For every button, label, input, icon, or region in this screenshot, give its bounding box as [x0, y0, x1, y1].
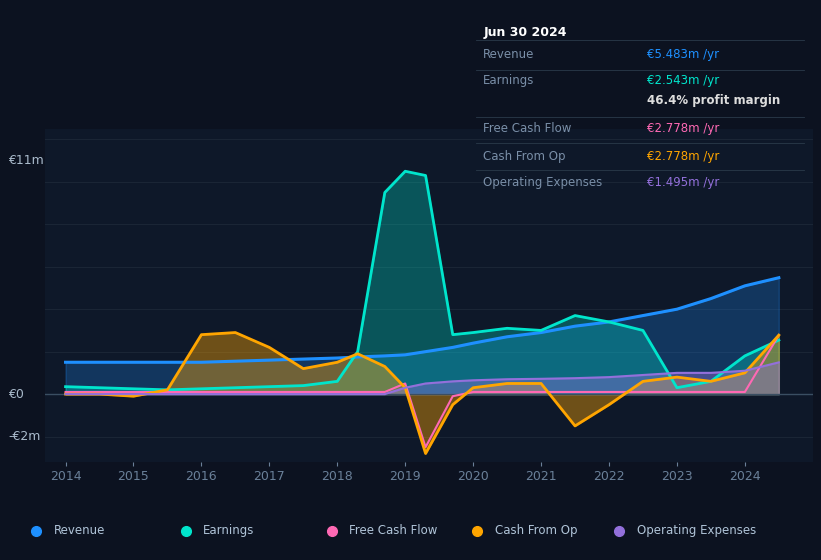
Text: €2.543m /yr: €2.543m /yr	[647, 74, 719, 87]
Text: €1.495m /yr: €1.495m /yr	[647, 176, 719, 189]
Text: Earnings: Earnings	[484, 74, 534, 87]
Text: €0: €0	[8, 388, 24, 400]
Text: €2.778m /yr: €2.778m /yr	[647, 123, 719, 136]
Text: Operating Expenses: Operating Expenses	[484, 176, 603, 189]
Text: Jun 30 2024: Jun 30 2024	[484, 26, 566, 39]
Text: €11m: €11m	[8, 154, 44, 167]
Text: Free Cash Flow: Free Cash Flow	[349, 524, 438, 537]
Text: €2.778m /yr: €2.778m /yr	[647, 150, 719, 162]
Text: 46.4% profit margin: 46.4% profit margin	[647, 94, 780, 107]
Text: Revenue: Revenue	[484, 48, 534, 60]
Text: -€2m: -€2m	[8, 430, 40, 443]
Text: Earnings: Earnings	[204, 524, 255, 537]
Text: Cash From Op: Cash From Op	[495, 524, 577, 537]
Text: Cash From Op: Cash From Op	[484, 150, 566, 162]
Text: Free Cash Flow: Free Cash Flow	[484, 123, 571, 136]
Text: €5.483m /yr: €5.483m /yr	[647, 48, 719, 60]
Text: Operating Expenses: Operating Expenses	[637, 524, 756, 537]
Text: Revenue: Revenue	[53, 524, 105, 537]
